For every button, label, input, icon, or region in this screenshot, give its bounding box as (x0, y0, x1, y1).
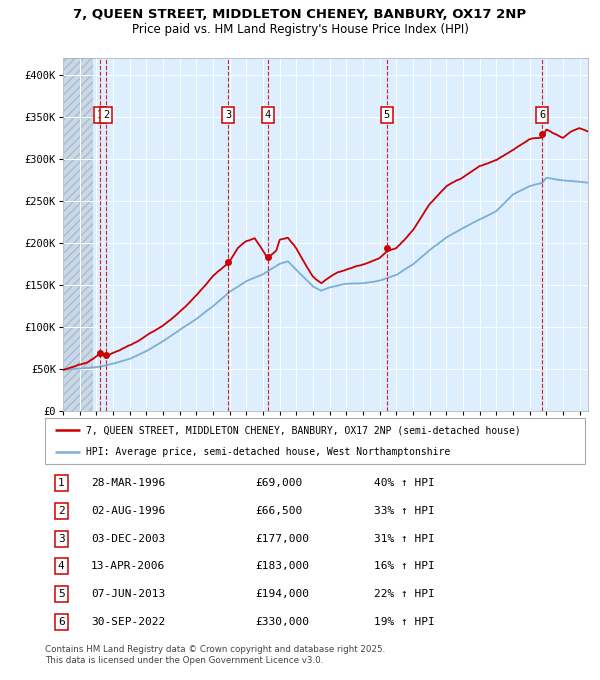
Text: 7, QUEEN STREET, MIDDLETON CHENEY, BANBURY, OX17 2NP: 7, QUEEN STREET, MIDDLETON CHENEY, BANBU… (73, 9, 527, 22)
Text: 3: 3 (225, 110, 232, 120)
Text: £69,000: £69,000 (256, 478, 303, 488)
Text: 28-MAR-1996: 28-MAR-1996 (91, 478, 165, 488)
Text: 1: 1 (58, 478, 65, 488)
Text: Price paid vs. HM Land Registry's House Price Index (HPI): Price paid vs. HM Land Registry's House … (131, 23, 469, 36)
Text: 13-APR-2006: 13-APR-2006 (91, 562, 165, 571)
Text: 07-JUN-2013: 07-JUN-2013 (91, 589, 165, 599)
Text: 4: 4 (58, 562, 65, 571)
Text: £177,000: £177,000 (256, 534, 310, 543)
Text: 31% ↑ HPI: 31% ↑ HPI (374, 534, 435, 543)
Text: 16% ↑ HPI: 16% ↑ HPI (374, 562, 435, 571)
Text: 3: 3 (58, 534, 65, 543)
Text: 2: 2 (58, 506, 65, 516)
FancyBboxPatch shape (45, 418, 585, 464)
Text: 30-SEP-2022: 30-SEP-2022 (91, 617, 165, 627)
Text: 40% ↑ HPI: 40% ↑ HPI (374, 478, 435, 488)
Text: Contains HM Land Registry data © Crown copyright and database right 2025.: Contains HM Land Registry data © Crown c… (45, 645, 385, 653)
Text: 5: 5 (384, 110, 390, 120)
Text: HPI: Average price, semi-detached house, West Northamptonshire: HPI: Average price, semi-detached house,… (86, 447, 450, 457)
Bar (63, 58, 93, 411)
Text: £183,000: £183,000 (256, 562, 310, 571)
Text: This data is licensed under the Open Government Licence v3.0.: This data is licensed under the Open Gov… (45, 656, 323, 664)
Text: 33% ↑ HPI: 33% ↑ HPI (374, 506, 435, 516)
Text: 19% ↑ HPI: 19% ↑ HPI (374, 617, 435, 627)
Text: 4: 4 (265, 110, 271, 120)
Text: 1: 1 (97, 110, 103, 120)
Text: 5: 5 (58, 589, 65, 599)
Text: 6: 6 (58, 617, 65, 627)
Text: £194,000: £194,000 (256, 589, 310, 599)
Text: 6: 6 (539, 110, 545, 120)
Text: £66,500: £66,500 (256, 506, 303, 516)
Text: 2: 2 (103, 110, 109, 120)
Text: 7, QUEEN STREET, MIDDLETON CHENEY, BANBURY, OX17 2NP (semi-detached house): 7, QUEEN STREET, MIDDLETON CHENEY, BANBU… (86, 426, 520, 435)
Text: 02-AUG-1996: 02-AUG-1996 (91, 506, 165, 516)
Text: 03-DEC-2003: 03-DEC-2003 (91, 534, 165, 543)
Text: £330,000: £330,000 (256, 617, 310, 627)
Text: 22% ↑ HPI: 22% ↑ HPI (374, 589, 435, 599)
